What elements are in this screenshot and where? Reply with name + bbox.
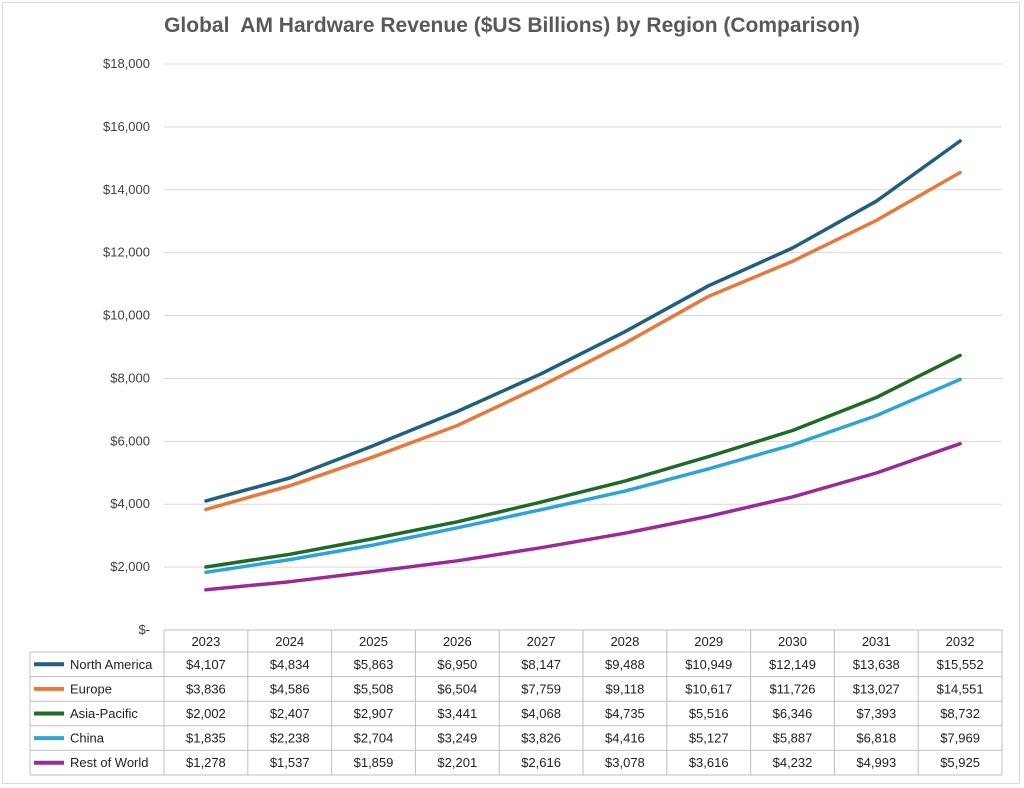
y-tick-label: $10,000 bbox=[103, 308, 150, 323]
data-label: $5,516 bbox=[689, 706, 729, 721]
data-label: $2,201 bbox=[437, 755, 477, 770]
data-label: $8,147 bbox=[521, 657, 561, 672]
data-label: $5,508 bbox=[354, 681, 394, 696]
data-label: $9,118 bbox=[606, 681, 645, 696]
data-label: $5,887 bbox=[773, 731, 813, 746]
series-line bbox=[204, 353, 962, 569]
legend-label: Asia-Pacific bbox=[70, 706, 138, 721]
data-label: $3,836 bbox=[186, 681, 226, 696]
data-label: $10,949 bbox=[685, 657, 732, 672]
data-label: $9,488 bbox=[605, 657, 645, 672]
data-label: $7,393 bbox=[856, 706, 896, 721]
data-label: $13,638 bbox=[853, 657, 900, 672]
data-label: $7,969 bbox=[940, 731, 980, 746]
data-label: $4,834 bbox=[270, 657, 310, 672]
x-tick-label: 2031 bbox=[862, 634, 891, 649]
x-tick-label: 2025 bbox=[359, 634, 388, 649]
data-label: $7,759 bbox=[521, 681, 561, 696]
legend-label: North America bbox=[70, 657, 153, 672]
y-tick-label: $8,000 bbox=[110, 370, 150, 385]
data-label: $14,551 bbox=[937, 681, 984, 696]
data-label: $2,238 bbox=[270, 731, 310, 746]
data-label: $2,704 bbox=[354, 731, 394, 746]
series-line bbox=[204, 377, 962, 575]
legend-label: Rest of World bbox=[70, 755, 149, 770]
x-tick-label: 2024 bbox=[275, 634, 304, 649]
y-tick-label: $14,000 bbox=[103, 182, 150, 197]
data-label: $4,068 bbox=[521, 706, 561, 721]
data-label: $3,441 bbox=[437, 706, 477, 721]
data-label: $3,078 bbox=[605, 755, 645, 770]
data-label: $4,735 bbox=[605, 706, 645, 721]
data-label: $15,552 bbox=[937, 657, 984, 672]
y-tick-label: $18,000 bbox=[103, 56, 150, 71]
data-label: $11,726 bbox=[769, 681, 815, 696]
y-tick-label: $4,000 bbox=[110, 496, 150, 511]
x-tick-label: 2028 bbox=[610, 634, 639, 649]
data-label: $4,107 bbox=[186, 657, 226, 672]
data-label: $6,818 bbox=[856, 731, 896, 746]
data-label: $2,407 bbox=[270, 706, 310, 721]
series-lines bbox=[204, 139, 962, 592]
data-label: $13,027 bbox=[853, 681, 900, 696]
data-label: $4,232 bbox=[773, 755, 813, 770]
y-tick-label: $16,000 bbox=[103, 119, 150, 134]
legend-label: Europe bbox=[70, 681, 112, 696]
data-label: $2,616 bbox=[521, 755, 561, 770]
y-tick-label: $12,000 bbox=[103, 245, 150, 260]
data-label: $5,127 bbox=[689, 731, 729, 746]
data-label: $4,416 bbox=[605, 731, 645, 746]
data-label: $1,859 bbox=[354, 755, 394, 770]
data-label: $3,249 bbox=[437, 731, 477, 746]
y-tick-label: $2,000 bbox=[110, 559, 150, 574]
x-tick-label: 2029 bbox=[694, 634, 723, 649]
data-label: $4,586 bbox=[270, 681, 310, 696]
x-tick-label: 2026 bbox=[443, 634, 472, 649]
data-label: $6,950 bbox=[437, 657, 477, 672]
data-table: 2023 2024 2025 2026 2027 2028 2029 2030 2031 2032… bbox=[29, 629, 1003, 776]
y-tick-label: $6,000 bbox=[110, 433, 150, 448]
x-tick-label: 2032 bbox=[946, 634, 975, 649]
data-label: $1,537 bbox=[270, 755, 310, 770]
data-label: $2,907 bbox=[354, 706, 394, 721]
x-tick-label: 2023 bbox=[191, 634, 220, 649]
data-label: $8,732 bbox=[940, 706, 980, 721]
y-tick-label: $- bbox=[138, 622, 150, 637]
data-label: $3,826 bbox=[521, 731, 561, 746]
data-label: $5,925 bbox=[940, 755, 980, 770]
data-label: $1,278 bbox=[186, 755, 226, 770]
gridlines bbox=[164, 63, 1002, 568]
x-tick-label: 2027 bbox=[527, 634, 556, 649]
series-line bbox=[204, 139, 962, 503]
y-axis-ticks: $- $2,000 $4,000 $6,000 $8,000 $10,000 $12,000… bbox=[103, 56, 150, 637]
data-label: $2,002 bbox=[186, 706, 226, 721]
data-label: $6,504 bbox=[437, 681, 477, 696]
data-label: $6,346 bbox=[773, 706, 813, 721]
data-label: $4,993 bbox=[856, 755, 896, 770]
legend-label: China bbox=[70, 731, 105, 746]
data-label: $3,616 bbox=[689, 755, 729, 770]
data-label: $10,617 bbox=[685, 681, 732, 696]
data-label: $12,149 bbox=[769, 657, 816, 672]
data-label: $5,863 bbox=[354, 657, 394, 672]
series-line bbox=[204, 170, 962, 512]
x-tick-label: 2030 bbox=[778, 634, 807, 649]
data-label: $1,835 bbox=[186, 731, 226, 746]
chart-title: Global AM Hardware Revenue ($US Billions… bbox=[164, 14, 860, 37]
series-line bbox=[204, 441, 962, 592]
